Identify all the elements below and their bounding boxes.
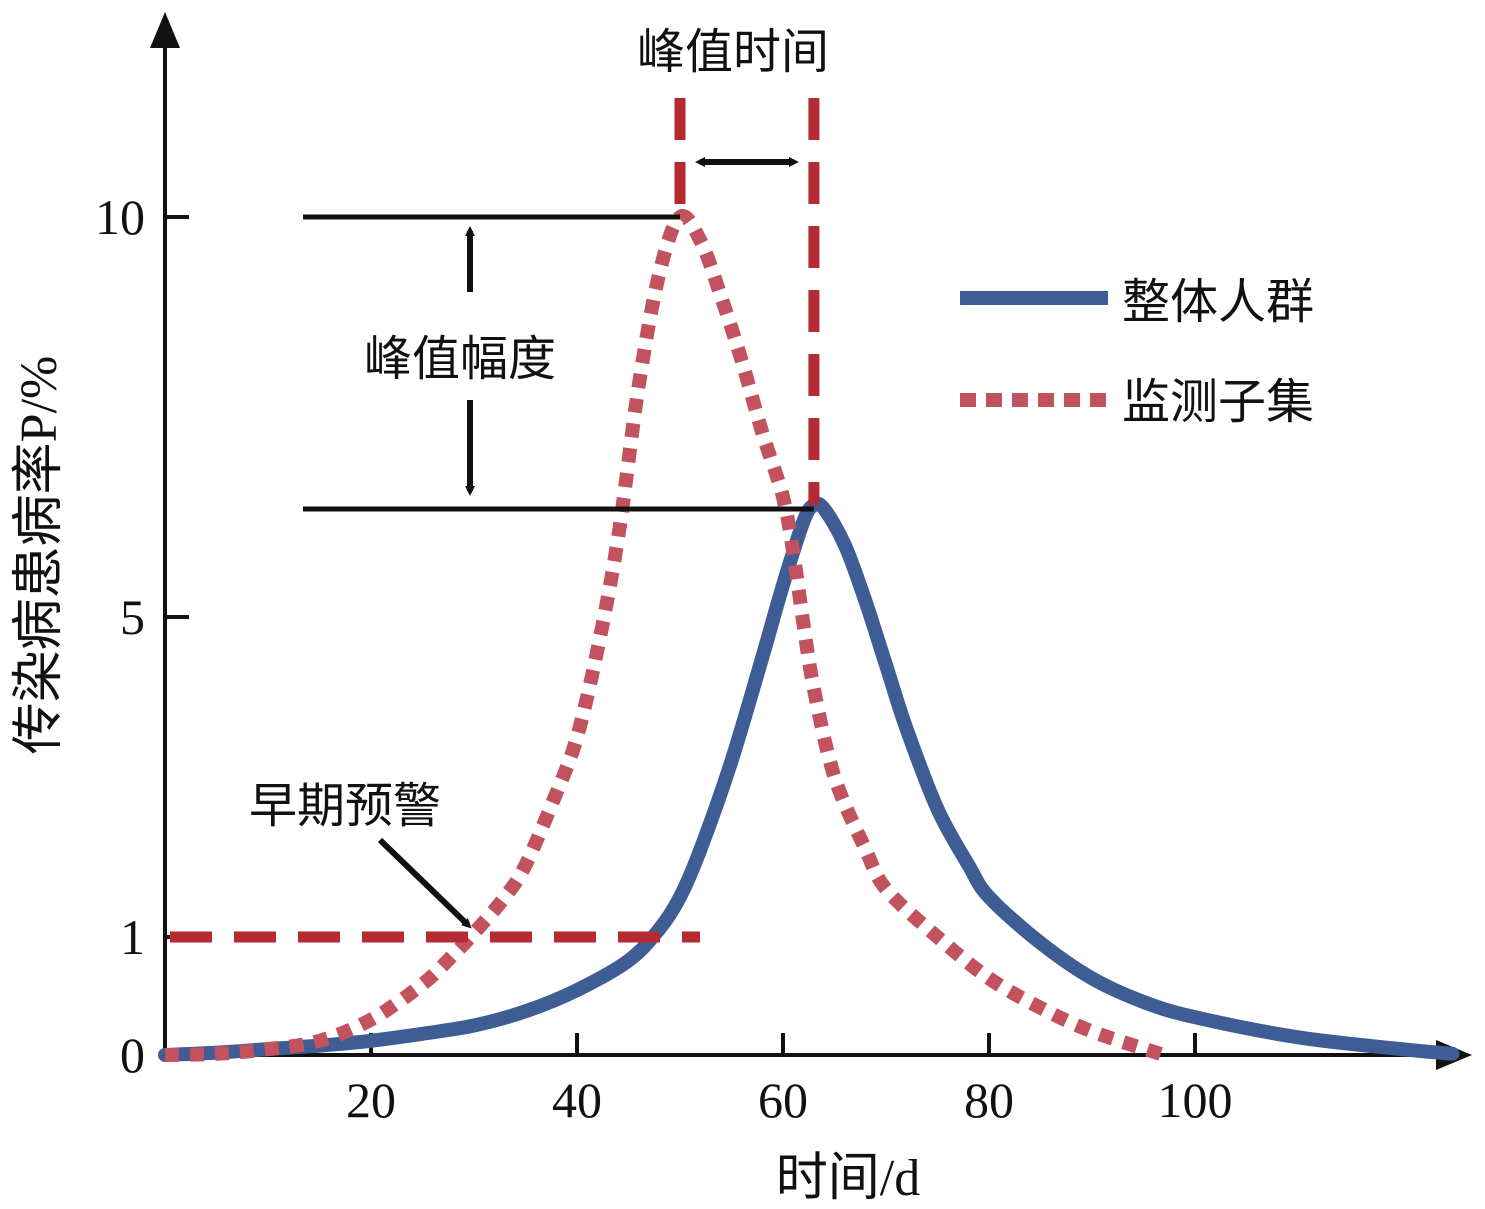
annotation-layer bbox=[170, 98, 820, 943]
legend: 整体人群 监测子集 bbox=[960, 274, 1314, 430]
x-ticks: 20 40 60 80 100 bbox=[346, 1033, 1233, 1128]
x-tick-label: 80 bbox=[964, 1072, 1014, 1128]
legend-label-whole-population: 整体人群 bbox=[1122, 274, 1314, 330]
series-line-whole-population bbox=[158, 496, 1460, 1062]
x-axis-title: 时间/d bbox=[776, 1150, 920, 1207]
y-tick-label: 5 bbox=[120, 589, 145, 645]
early-warning-label: 早期预警 bbox=[249, 778, 441, 834]
y-tick-label: 10 bbox=[95, 189, 145, 245]
y-axis-title: 传染病患病率P/% bbox=[11, 356, 68, 755]
series-layer bbox=[158, 209, 1460, 1062]
x-tick-label: 100 bbox=[1158, 1072, 1233, 1128]
x-tick-label: 20 bbox=[346, 1072, 396, 1128]
x-tick-label: 60 bbox=[758, 1072, 808, 1128]
peak-amplitude-label: 峰值幅度 bbox=[364, 331, 556, 387]
x-tick-label: 40 bbox=[552, 1072, 602, 1128]
y-ticks: 0 1 5 10 bbox=[95, 189, 189, 1083]
legend-label-monitoring-subset: 监测子集 bbox=[1122, 374, 1314, 430]
y-tick-label: 1 bbox=[120, 909, 145, 965]
early-warning-arrow bbox=[377, 837, 472, 929]
peak-time-label: 峰值时间 bbox=[637, 24, 829, 80]
y-axis-arrow bbox=[150, 12, 180, 48]
series-line-monitoring-subset bbox=[164, 209, 1167, 1062]
y-tick-label: 0 bbox=[120, 1027, 145, 1083]
